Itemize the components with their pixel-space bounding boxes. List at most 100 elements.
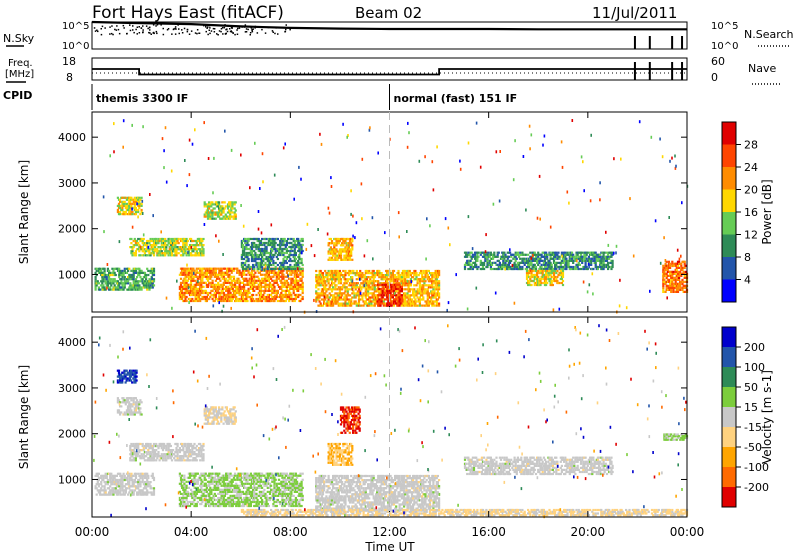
heatmap-cell: [301, 273, 304, 276]
heatmap-cell: [422, 272, 425, 275]
heatmap-cell: [218, 203, 221, 206]
nsky-label: N.Sky: [3, 32, 35, 45]
heatmap-cell: [679, 262, 682, 265]
heatmap-cell: [336, 300, 339, 303]
heatmap-cell: [348, 250, 352, 253]
heatmap-cell: [516, 251, 519, 254]
heatmap-cell: [149, 284, 152, 287]
heatmap-cell: [261, 299, 264, 303]
heatmap-cell: [297, 275, 300, 278]
heatmap-cell: [156, 250, 159, 253]
heatmap-cell: [576, 257, 579, 260]
heatmap-cell: [662, 288, 665, 291]
heatmap-cell: [157, 252, 160, 255]
heatmap-cell: [139, 237, 142, 241]
nsky-point: [236, 33, 239, 35]
heatmap-cell: [674, 268, 677, 271]
heatmap-cell: [662, 264, 665, 267]
heatmap-cell: [273, 253, 276, 257]
heatmap-cell: [202, 244, 205, 247]
heatmap-cell: [195, 271, 198, 274]
heatmap-cell: [574, 259, 577, 262]
heatmap-cell: [683, 284, 686, 287]
nsky-point: [230, 30, 232, 32]
heatmap-cell: [132, 286, 135, 289]
heatmap-cell: [353, 302, 356, 305]
heatmap-cell: [297, 263, 300, 267]
heatmap-cell: [301, 283, 304, 286]
heatmap-cell: [211, 279, 214, 282]
heatmap-cell: [128, 278, 131, 281]
heatmap-cell: [256, 287, 259, 290]
heatmap-cell: [510, 255, 513, 258]
heatmap-cell: [465, 251, 468, 254]
heatmap-cell: [267, 259, 270, 263]
heatmap-cell: [351, 296, 354, 299]
heatmap-cell: [247, 259, 250, 263]
heatmap-cell: [479, 263, 482, 266]
heatmap-cell: [415, 284, 418, 287]
heatmap-cell: [214, 201, 217, 204]
heatmap-cell: [390, 296, 393, 299]
heatmap-cell: [147, 239, 150, 243]
heatmap-cell: [397, 272, 400, 275]
heatmap-cell: [368, 269, 371, 273]
heatmap-cell: [362, 282, 365, 285]
heatmap-cell: [102, 278, 105, 281]
heatmap-cell: [427, 304, 430, 307]
heatmap-cell: [334, 276, 337, 279]
heatmap-cell: [548, 259, 551, 262]
heatmap-cell: [248, 283, 251, 286]
heatmap-cell: [422, 286, 425, 289]
heatmap-cell: [550, 267, 553, 271]
heatmap-cell: [336, 269, 339, 273]
heatmap-cell: [184, 273, 187, 276]
heatmap-cell: [583, 259, 586, 262]
heatmap-cell: [299, 261, 302, 265]
heatmap-cell: [433, 290, 436, 293]
heatmap-cell: [214, 297, 217, 301]
heatmap-cell: [258, 267, 261, 271]
heatmap-cell: [501, 257, 504, 260]
heatmap-cell: [219, 279, 222, 282]
nsky-point: [231, 27, 233, 29]
heatmap-cell: [133, 213, 136, 216]
heatmap-cell: [201, 269, 204, 272]
heatmap-cell: [282, 257, 285, 261]
heatmap-cell: [344, 288, 347, 291]
heatmap-cell: [206, 279, 210, 282]
heatmap-cell: [436, 298, 439, 301]
heatmap-cell: [272, 259, 275, 263]
heatmap-cell: [300, 277, 303, 280]
heatmap-cell: [280, 267, 283, 271]
heatmap-cell: [245, 269, 248, 272]
heatmap-cell: [507, 259, 510, 262]
heatmap-cell: [675, 262, 678, 265]
heatmap-cell: [662, 290, 665, 293]
heatmap-cell: [227, 275, 230, 278]
heatmap-cell: [608, 251, 611, 254]
nsky-point: [222, 33, 224, 35]
heatmap-cell: [146, 244, 149, 247]
heatmap-cell: [282, 293, 285, 297]
heatmap-cell: [486, 259, 489, 262]
heatmap-cell: [348, 294, 352, 297]
heatmap-cell: [223, 201, 226, 204]
heatmap-cell: [671, 286, 674, 289]
heatmap-cell: [122, 210, 125, 214]
heatmap-cell: [547, 253, 550, 256]
heatmap-cell: [123, 278, 126, 281]
heatmap-cell: [418, 296, 421, 299]
heatmap-cell: [336, 258, 339, 261]
heatmap-cell: [143, 280, 147, 283]
heatmap-cell: [678, 260, 681, 263]
heatmap-cell: [438, 286, 441, 289]
heatmap-cell: [667, 270, 670, 273]
heatmap-cell: [344, 240, 347, 243]
heatmap-cell: [378, 287, 381, 291]
heatmap-cell: [336, 292, 339, 295]
heatmap-cell: [419, 294, 423, 297]
heatmap-cell: [156, 252, 159, 255]
heatmap-cell: [679, 280, 682, 283]
heatmap-cell: [206, 293, 210, 297]
